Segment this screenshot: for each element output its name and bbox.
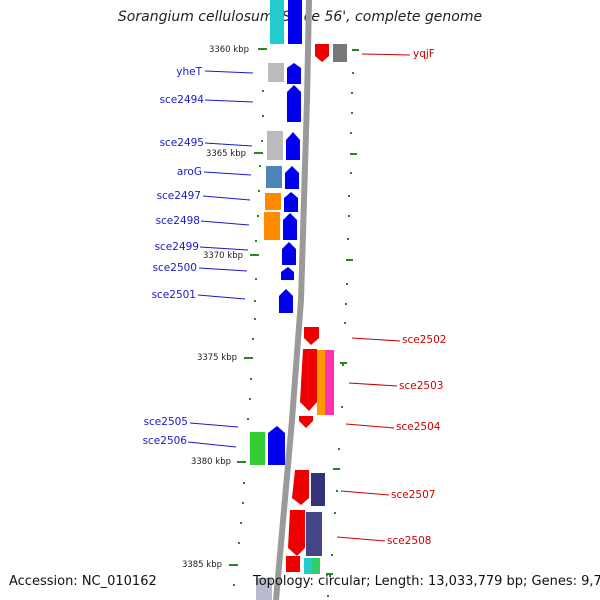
- outer-ticks: [326, 49, 359, 575]
- gene-label-sce2500[interactable]: sce2500: [153, 262, 197, 274]
- gene-label-sce2502[interactable]: sce2502: [402, 334, 446, 346]
- scale-ticks: 3360 kbp 3365 kbp 3370 kbp 3375 kbp 3380…: [182, 45, 267, 570]
- forward-genes: [268, 63, 301, 465]
- tick-label-6: 3385 kbp: [182, 560, 222, 570]
- tick-label-3: 3370 kbp: [203, 251, 243, 261]
- right-cog-bars: [304, 44, 347, 574]
- gene-label-sce2494[interactable]: sce2494: [160, 94, 205, 106]
- genome-summary-text: Topology: circular; Length: 13,033,779 b…: [253, 574, 600, 589]
- gene-label-yhet[interactable]: yheT: [176, 66, 202, 78]
- gene-label-sce2507[interactable]: sce2507: [391, 489, 435, 501]
- gene-label-sce2504[interactable]: sce2504: [396, 421, 441, 433]
- gene-label-arog[interactable]: aroG: [177, 166, 202, 178]
- gene-cyan-top: [270, 0, 284, 44]
- tick-label-5: 3380 kbp: [191, 457, 231, 467]
- left-cog-bars: [250, 63, 284, 600]
- reverse-genes: [286, 44, 329, 572]
- outer-dotted-track: [327, 72, 354, 597]
- inner-dotted-track: [233, 90, 264, 586]
- accession-text: Accession: NC_010162: [9, 574, 157, 589]
- gene-blue-top: [288, 0, 302, 44]
- gene-label-sce2506[interactable]: sce2506: [143, 435, 188, 447]
- gene-label-sce2501[interactable]: sce2501: [152, 289, 196, 301]
- gene-label-sce2498[interactable]: sce2498: [156, 215, 200, 227]
- genome-backbone: [273, 0, 312, 600]
- left-gene-labels: yheT sce2494 sce2495 aroG sce2497 sce249…: [143, 66, 254, 448]
- gene-label-sce2508[interactable]: sce2508: [387, 535, 431, 547]
- gene-label-sce2503[interactable]: sce2503: [399, 380, 443, 392]
- gene-label-sce2505[interactable]: sce2505: [144, 416, 188, 428]
- tick-label-2: 3365 kbp: [206, 149, 246, 159]
- tick-label-4: 3375 kbp: [197, 353, 237, 363]
- tick-label-1: 3360 kbp: [209, 45, 249, 55]
- gene-label-sce2495[interactable]: sce2495: [160, 137, 204, 149]
- right-gene-labels: yqjF sce2502 sce2503 sce2504 sce2507 sce…: [336, 48, 446, 547]
- gene-label-yqjf[interactable]: yqjF: [413, 48, 435, 60]
- gene-label-sce2497[interactable]: sce2497: [157, 190, 201, 202]
- gene-label-sce2499[interactable]: sce2499: [155, 241, 199, 253]
